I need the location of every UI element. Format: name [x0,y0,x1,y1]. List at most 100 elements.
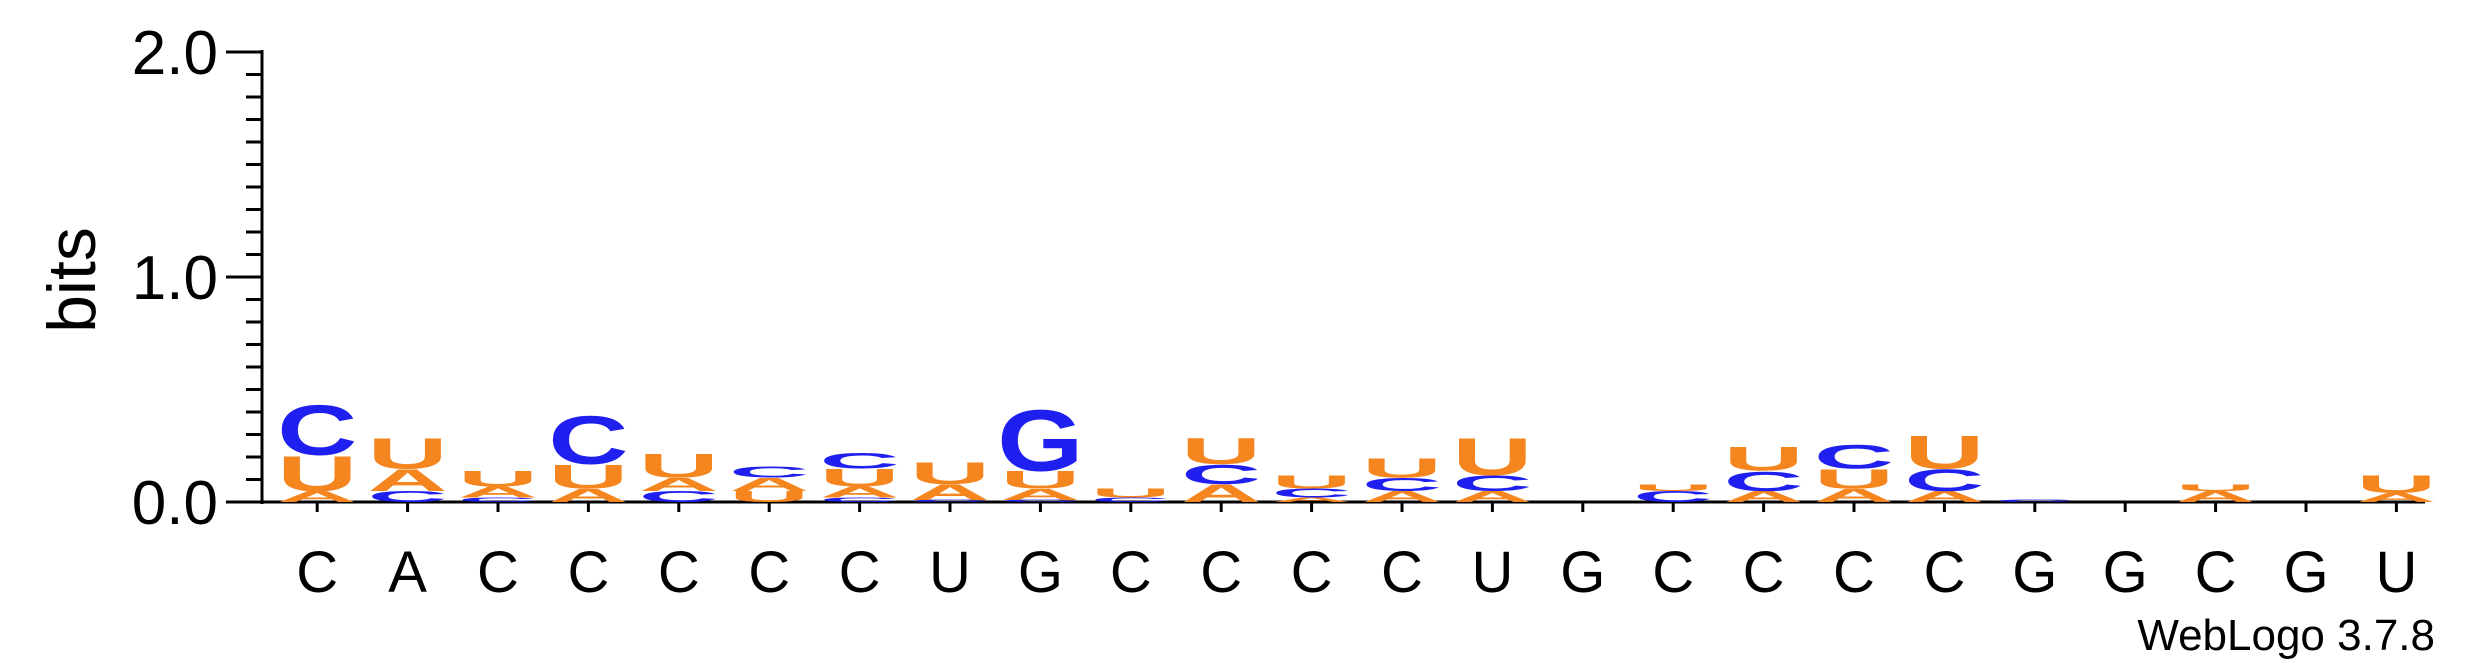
letter-c: C [1181,459,1261,490]
letter-stack: ACU [1272,472,1352,504]
x-tick-label: C [1200,540,1242,605]
x-tick-label: C [1291,540,1333,605]
letter-u: U [1814,463,1894,494]
letter-u: U [2176,482,2256,492]
letter-stack: ACU [1904,426,1984,505]
letter-a: A [1362,488,1442,506]
x-tick-label: C [1923,540,1965,605]
letter-stack: ACU [1452,427,1532,505]
letter-c: C [1091,496,1171,503]
letter-a: A [729,474,809,495]
letter-u: U [1724,440,1804,478]
letter-stack: ACU [1724,440,1804,505]
letter-a: A [820,483,900,501]
y-axis-label: bits [34,227,110,333]
letter-a: A [639,474,719,495]
letter-u: U [1272,472,1352,493]
letter-c: C [639,488,719,506]
letter-g: G [997,392,1083,489]
letter-a: A [1181,480,1261,508]
letter-stack: ACU [1362,452,1442,505]
letter-u: U [1000,466,1080,494]
letter-stack: CAU [458,467,538,504]
letter-u: U [1181,430,1261,472]
letter-a: A [1272,496,1352,503]
x-tick-label: G [1560,540,1605,605]
letter-stack: CU [1633,482,1713,505]
x-tick-label: C [567,540,609,605]
y-tick-label: 0.0 [132,469,218,538]
x-tick-label: C [839,540,881,605]
letter-a: A [2176,488,2256,506]
letter-a: A [277,488,357,506]
letter-u: U [458,467,538,491]
letter-c: C [368,488,448,506]
letter-a: A [1724,488,1804,506]
letter-stack: AUC [548,402,628,506]
y-tick-label: 1.0 [132,244,218,313]
letter-u: U [639,447,719,485]
letter-stack: ACU [1181,430,1261,508]
weblogo-credit: WebLogo 3.7.8 [2137,611,2435,660]
axes: 0.0 1.0 2.0 [132,19,2425,538]
letter-u: U [820,464,900,492]
x-tick-label: C [748,540,790,605]
x-tick-label: U [1471,540,1513,605]
x-tick-label: C [2195,540,2237,605]
x-tick-label: C [1652,540,1694,605]
letter-c: C [910,499,990,503]
letter-a: A [1814,485,1894,506]
x-tick-label: C [1743,540,1785,605]
letter-c: C [1452,471,1532,495]
x-tick-label: C [658,540,700,605]
letter-stack: CAU [368,429,448,506]
letter-u: U [368,429,448,478]
letter-stack: AUC [1814,438,1894,506]
x-tick-label: G [1018,540,1063,605]
x-tick-label: A [388,540,427,605]
letter-u: U [277,446,357,502]
letter-u: U [2356,471,2436,499]
letter-c: C [1724,466,1804,497]
letter-a: A [458,483,538,501]
x-tick-label: C [1833,540,1875,605]
y-tick-label: 2.0 [132,19,218,88]
letter-stack: CAU [910,456,990,504]
letter-a: A [368,463,448,498]
letter-a: A [910,480,990,504]
letter-stack: AUC [277,389,357,505]
letter-c: C [729,463,809,481]
letter-stack: CU [1091,486,1171,503]
letter-stack: CAU [639,447,719,506]
letter-c: C [1633,488,1713,506]
letter-c: C [1904,463,1984,498]
letter-c: C [277,389,357,470]
x-tick-label: C [1381,540,1423,605]
x-tick-label: C [296,540,338,605]
letter-u: U [548,458,628,496]
x-tick-label: C [477,540,519,605]
letter-u: U [1091,486,1171,500]
letter-a: A [2356,491,2436,505]
letter-a: A [1904,488,1984,506]
letter-u: U [1362,452,1442,483]
letter-c: C [548,402,628,479]
letter-u: U [729,488,809,506]
letter-stack: AU [2176,482,2256,505]
letter-stack: C [1995,499,2075,503]
letter-c: C [820,449,900,473]
x-tick-label: U [929,540,971,605]
letter-a: A [1452,488,1532,506]
letter-c: C [1814,438,1894,476]
x-tick-label: U [2375,540,2417,605]
letter-c: C [1362,474,1442,495]
x-tick-label: G [2012,540,2057,605]
letter-c: C [1000,499,1080,503]
x-tick-label: G [2283,540,2328,605]
letter-c: C [820,496,900,503]
letter-a: A [1000,486,1080,504]
